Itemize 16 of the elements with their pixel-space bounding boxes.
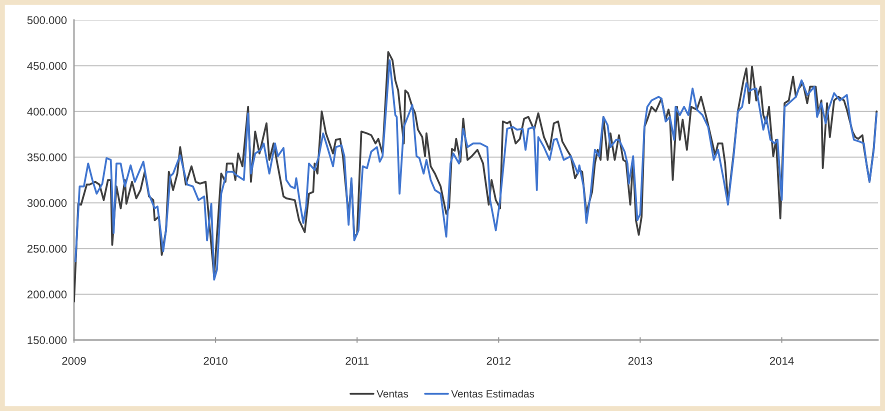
x-tick-label: 2014 xyxy=(770,356,794,365)
y-tick-label: 450.000 xyxy=(27,62,67,70)
legend-label: Ventas Estimadas xyxy=(451,390,534,398)
x-tick-label: 2012 xyxy=(486,356,510,365)
x-tick-label: 2009 xyxy=(62,356,86,365)
x-tick-label: 2013 xyxy=(628,356,652,365)
x-tick-label: 2010 xyxy=(204,356,228,365)
x-tick-label: 2011 xyxy=(346,356,369,365)
legend-label: Ventas xyxy=(376,390,408,398)
y-tick-label: 250.000 xyxy=(27,244,67,253)
y-tick-label: 500.000 xyxy=(27,16,67,24)
y-tick-label: 300.000 xyxy=(27,199,67,207)
y-tick-label: 350.000 xyxy=(27,153,67,162)
y-tick-label: 400.000 xyxy=(27,108,67,116)
y-tick-label: 200.000 xyxy=(27,290,67,298)
y-tick-label: 150.000 xyxy=(28,336,67,344)
